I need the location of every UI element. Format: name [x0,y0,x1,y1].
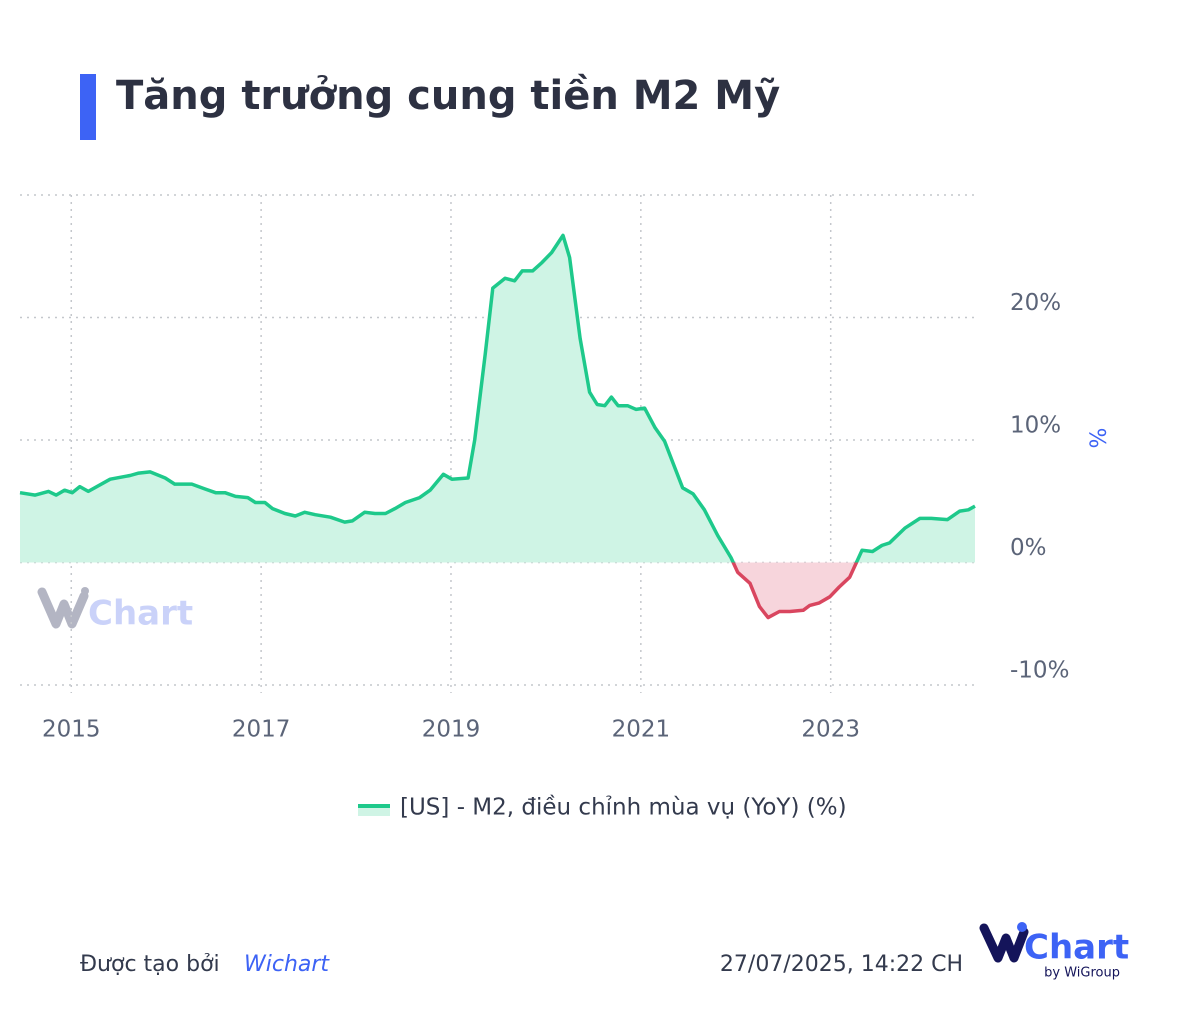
title-accent [80,74,96,140]
y-tick-label: 0% [1010,535,1047,561]
watermark-text: Chart [88,594,193,634]
y-tick-label: 20% [1010,290,1061,316]
area-negative [20,562,975,618]
legend-label: [US] - M2, điều chỉnh mùa vụ (YoY) (%) [400,795,847,821]
y-tick-label: 10% [1010,413,1061,439]
watermark-dot [81,587,89,595]
footer-created-by: Được tạo bởi [80,952,220,977]
logo-sub: by WiGroup [1044,966,1120,981]
x-tick-label: 2023 [801,717,860,743]
y-axis-label: % [1087,428,1112,449]
footer-timestamp: 27/07/2025, 14:22 CH [720,952,963,977]
x-tick-label: 2019 [422,717,481,743]
line-negative [731,562,859,620]
x-tick-label: 2021 [612,717,671,743]
logo-mark [979,923,1029,963]
area-positive [20,235,975,563]
x-tick-label: 2015 [42,717,101,743]
logo-text: Chart [1024,928,1129,968]
footer-brand[interactable]: Wichart [244,952,330,977]
y-tick-label: -10% [1010,658,1069,684]
watermark: Chart [37,587,193,634]
chart-title: Tăng trưởng cung tiền M2 Mỹ [116,73,780,119]
legend-swatch-area [358,807,390,816]
x-tick-label: 2017 [232,717,291,743]
logo-dot [1017,922,1027,932]
line-positive [19,233,976,563]
watermark-logo [37,587,89,629]
